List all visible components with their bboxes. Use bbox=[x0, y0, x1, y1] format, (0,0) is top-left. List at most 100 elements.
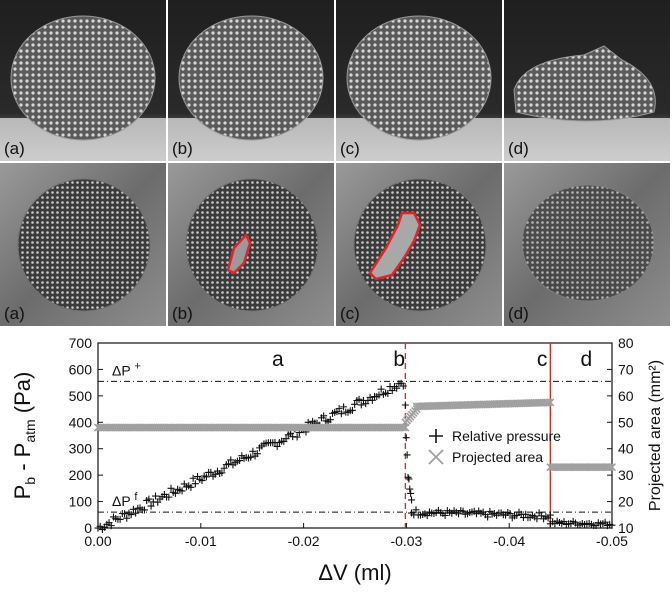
area-point bbox=[441, 401, 450, 410]
pressure-point bbox=[558, 519, 566, 527]
area-point bbox=[226, 423, 235, 432]
y-right-tick-label: 70 bbox=[618, 361, 634, 377]
pressure-point bbox=[522, 510, 530, 518]
area-point bbox=[151, 423, 160, 432]
pressure-point bbox=[163, 493, 171, 501]
pressure-point bbox=[546, 520, 554, 528]
pressure-point bbox=[194, 473, 202, 481]
pressure-point bbox=[267, 439, 275, 447]
area-point bbox=[557, 463, 566, 472]
area-point bbox=[370, 423, 379, 432]
pressure-point bbox=[553, 517, 561, 525]
pressure-point bbox=[515, 508, 523, 516]
area-point bbox=[477, 400, 486, 409]
area-point bbox=[388, 423, 397, 432]
pressure-point bbox=[583, 520, 591, 528]
area-point bbox=[374, 423, 383, 432]
area-point bbox=[109, 423, 118, 432]
pressure-point bbox=[114, 515, 122, 523]
pressure-point bbox=[302, 428, 310, 436]
area-point bbox=[315, 423, 324, 432]
pressure-point bbox=[441, 512, 449, 520]
pressure-point bbox=[269, 439, 277, 447]
pressure-point bbox=[227, 456, 235, 464]
photo-panel: (a) bbox=[0, 0, 166, 161]
pressure-point bbox=[526, 513, 534, 521]
area-point bbox=[515, 399, 524, 408]
x-axis-label: ΔV (ml) bbox=[318, 560, 391, 585]
legend-marker-cross bbox=[428, 449, 444, 465]
pressure-point bbox=[359, 397, 367, 405]
area-point bbox=[466, 400, 475, 409]
area-point bbox=[559, 463, 569, 472]
pressure-point bbox=[337, 410, 345, 418]
area-point bbox=[596, 463, 605, 472]
area-point bbox=[503, 399, 513, 408]
y-left-tick-label: 500 bbox=[69, 388, 93, 404]
x-tick-label: -0.03 bbox=[390, 533, 422, 549]
area-point bbox=[162, 423, 171, 432]
area-point bbox=[231, 423, 240, 432]
pressure-point bbox=[256, 444, 264, 452]
area-point bbox=[381, 423, 390, 432]
area-point bbox=[569, 463, 578, 472]
pressure-point bbox=[329, 409, 337, 417]
area-point bbox=[402, 416, 412, 425]
pressure-point bbox=[207, 468, 215, 476]
droplet-top-view bbox=[353, 178, 487, 312]
pressure-point bbox=[154, 498, 162, 506]
pressure-point bbox=[251, 452, 259, 460]
area-point bbox=[512, 399, 521, 408]
panel-label: (a) bbox=[4, 304, 25, 323]
pressure-point bbox=[506, 510, 514, 518]
droplet-side-view bbox=[10, 15, 156, 141]
pressure-point bbox=[202, 473, 210, 481]
pressure-point bbox=[213, 467, 221, 475]
pressure-point bbox=[125, 509, 133, 517]
x-tick-label: 0.00 bbox=[84, 533, 111, 549]
area-point bbox=[410, 406, 420, 416]
pressure-point bbox=[461, 510, 469, 518]
pressure-point bbox=[107, 522, 115, 530]
pressure-point bbox=[450, 507, 458, 515]
pressure-point bbox=[432, 509, 440, 517]
stage-label: b bbox=[393, 348, 405, 371]
photo-panel: (d) bbox=[504, 163, 670, 326]
area-point bbox=[562, 463, 571, 472]
area-point bbox=[257, 423, 266, 432]
area-point bbox=[497, 399, 506, 408]
photo-panel: (c) bbox=[336, 0, 502, 161]
area-point bbox=[116, 423, 125, 432]
pressure-point bbox=[174, 485, 182, 493]
pressure-point bbox=[229, 461, 237, 469]
area-point bbox=[550, 463, 559, 472]
area-point bbox=[526, 398, 535, 408]
area-point bbox=[394, 423, 403, 432]
y-right-tick-label: 40 bbox=[618, 441, 634, 457]
area-point bbox=[264, 423, 273, 432]
pressure-point bbox=[423, 512, 431, 520]
pressure-point bbox=[407, 489, 415, 497]
y-right-tick-label: 50 bbox=[618, 414, 634, 430]
area-point bbox=[127, 423, 136, 432]
pressure-point bbox=[225, 460, 233, 468]
droplet-top-view bbox=[17, 178, 151, 312]
pressure-point bbox=[402, 434, 410, 442]
area-point bbox=[233, 423, 242, 432]
area-point bbox=[277, 423, 286, 432]
pressure-point bbox=[317, 414, 325, 422]
area-point bbox=[197, 423, 206, 432]
area-point bbox=[548, 463, 557, 472]
area-point bbox=[350, 423, 359, 432]
area-point bbox=[439, 401, 448, 410]
area-point bbox=[113, 423, 122, 432]
pressure-point bbox=[535, 509, 543, 517]
area-point bbox=[237, 423, 246, 432]
pressure-point bbox=[289, 433, 297, 441]
area-point bbox=[297, 423, 306, 432]
area-point bbox=[286, 423, 295, 432]
area-point bbox=[506, 399, 515, 408]
panel-label: (c) bbox=[340, 304, 360, 323]
pressure-point bbox=[406, 485, 414, 493]
y-left-tick-label: 200 bbox=[69, 467, 93, 483]
